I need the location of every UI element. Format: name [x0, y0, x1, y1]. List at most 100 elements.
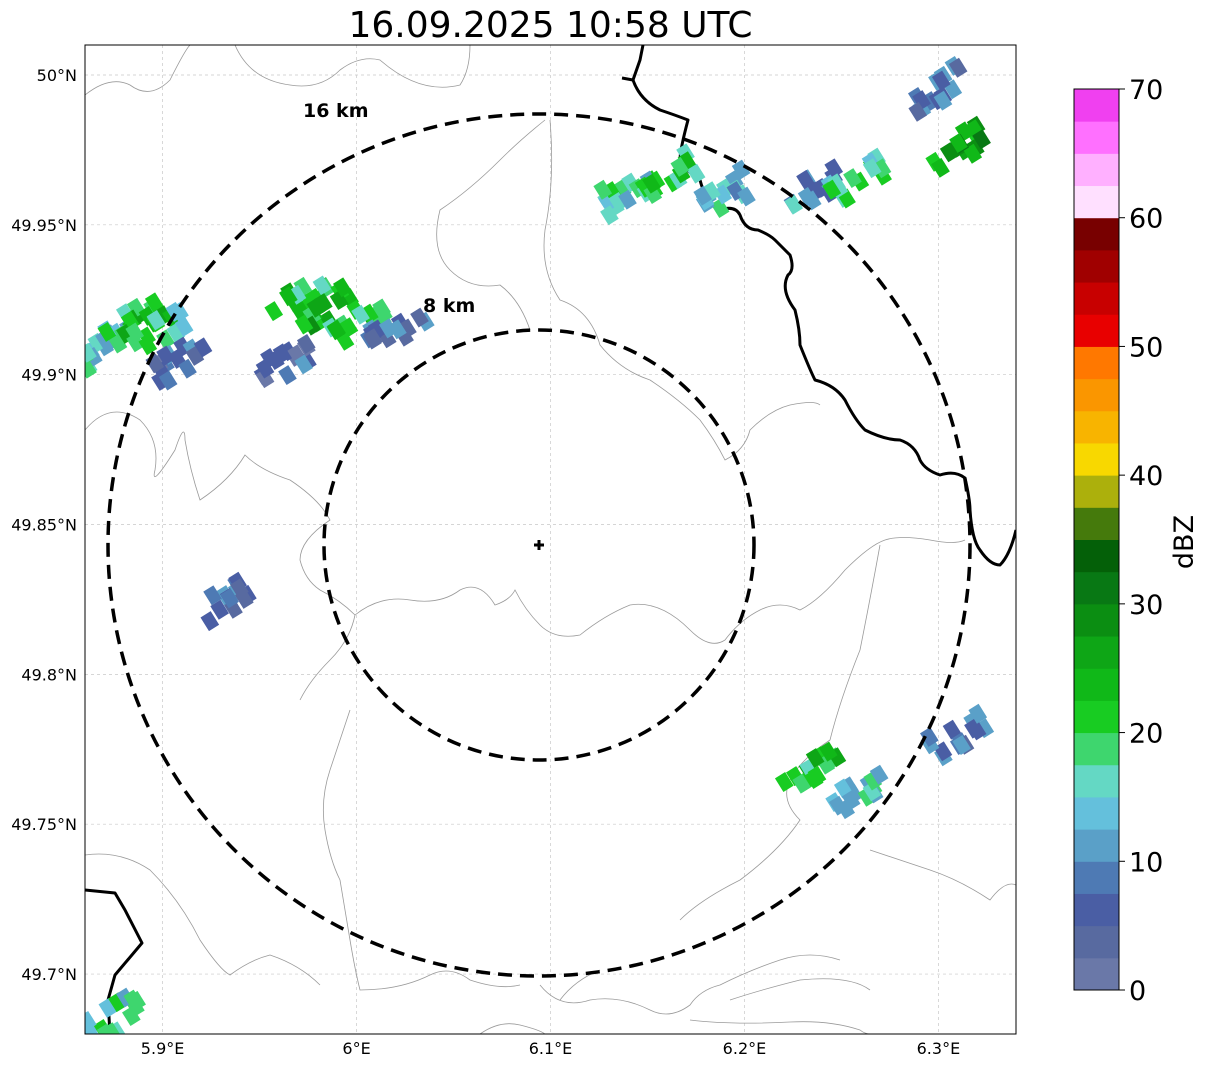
echo-pixel [862, 158, 882, 179]
echo-pixel [600, 205, 619, 226]
gridlines [85, 45, 1016, 1034]
echo-cell [925, 115, 991, 178]
axis-tick-labels: 5.9°E 6°E 6.1°E 6.2°E 6.3°E 50°N 49.95°N 49.9°N… [11, 66, 960, 1058]
echo-pixel [784, 194, 803, 215]
colorbar-tick-label: 20 [1129, 719, 1163, 750]
echo-pixel [193, 337, 213, 358]
echo-pixel [822, 179, 842, 200]
echo-pixel [312, 275, 332, 296]
echo-pixel [279, 286, 298, 307]
lat-tick-label: 49.95°N [11, 216, 77, 235]
map-frame [84, 44, 1017, 1035]
echo-pixel [872, 158, 892, 179]
echo-pixel [266, 350, 285, 371]
echo-cell [628, 143, 706, 204]
colorbar-frame [1073, 88, 1120, 991]
echo-pixel [185, 345, 205, 366]
colorbar-tick-label: 40 [1129, 461, 1163, 492]
echo-pixel [166, 322, 186, 343]
lat-tick-label: 49.7°N [21, 965, 77, 984]
echo-pixel [378, 318, 398, 339]
echo-pixel [333, 277, 352, 298]
echo-pixel [948, 57, 968, 78]
echo-pixel [670, 156, 690, 177]
echo-cell [825, 764, 889, 820]
echo-pixel [862, 781, 882, 802]
echo-pixel [908, 101, 928, 122]
lat-tick-label: 49.8°N [21, 665, 77, 684]
echo-pixel [96, 1023, 116, 1034]
echo-pixel [138, 335, 158, 356]
echo-pixel [313, 293, 333, 313]
echo-pixel [255, 368, 275, 389]
echo-pixel [912, 90, 931, 111]
echo-pixel [828, 795, 848, 816]
echo-pixel [327, 319, 346, 340]
echo-pixel [642, 173, 661, 194]
colorbar-ticks: 0 10 20 30 40 50 60 70 [1119, 75, 1163, 1007]
echo-pixel [824, 158, 844, 179]
echo-pixel [737, 186, 756, 207]
colorbar-segment [1074, 89, 1119, 122]
echo-pixel [122, 1006, 141, 1027]
colorbar-tick-label: 60 [1129, 204, 1163, 235]
colorbar-segment [1074, 700, 1119, 734]
echo-cell [85, 987, 146, 1034]
echo-cell [774, 741, 847, 794]
echo-cell [360, 307, 435, 350]
echo-pixel [710, 198, 730, 218]
echo-pixel [294, 314, 314, 335]
lat-tick-label: 49.75°N [11, 815, 77, 834]
echo-pixel [857, 786, 877, 807]
echo-pixel [293, 276, 313, 297]
colorbar-segment [1074, 571, 1119, 605]
echo-cell [693, 159, 756, 218]
echo-pixel [302, 305, 322, 326]
colorbar-tick-label: 30 [1129, 590, 1163, 621]
echo-pixel [363, 328, 383, 349]
echo-pixel [398, 318, 417, 339]
range-ring-16km [106, 112, 972, 978]
colorbar-segment [1074, 378, 1119, 412]
colorbar-label: dBZ [1169, 515, 1200, 569]
echo-pixel [235, 588, 254, 609]
radar-echoes [85, 55, 995, 1034]
echo-pixel [203, 585, 222, 606]
echo-pixel [731, 159, 751, 180]
colorbar-segment [1074, 442, 1119, 476]
echo-pixel [677, 151, 697, 172]
echo-pixel [963, 143, 983, 164]
colorbar-segment [1074, 603, 1119, 637]
colorbar-segment [1074, 121, 1119, 154]
echo-pixel [933, 90, 953, 111]
echo-pixel [95, 329, 114, 350]
colorbar-tick-label: 50 [1129, 332, 1163, 363]
echo-pixel [306, 297, 326, 318]
echo-pixel [220, 588, 239, 609]
lat-tick-label: 49.85°N [11, 516, 77, 535]
echo-pixel [87, 332, 107, 353]
echo-pixel [85, 358, 97, 379]
colorbar-segment [1074, 829, 1119, 862]
echo-pixel [165, 301, 185, 322]
echo-pixel [278, 365, 297, 386]
echo-pixel [156, 329, 175, 350]
colorbar-tick-label: 10 [1129, 847, 1163, 878]
echo-pixel [174, 316, 194, 337]
echo-cell [145, 336, 213, 391]
echo-pixel [255, 358, 275, 379]
echo-pixel [97, 322, 117, 342]
echo-pixel [608, 192, 628, 212]
echo-pixel [792, 773, 811, 794]
echo-pixel [931, 70, 951, 91]
echo-pixel [372, 298, 391, 319]
echo-pixel [410, 307, 429, 328]
echo-pixel [968, 703, 988, 724]
echo-pixel [693, 185, 713, 206]
echo-cell [200, 571, 257, 632]
colorbar-segment [1074, 314, 1119, 347]
echo-pixel [294, 354, 314, 375]
echo-pixel [802, 190, 822, 211]
echo-pixel [296, 333, 316, 354]
echo-pixel [863, 770, 883, 791]
